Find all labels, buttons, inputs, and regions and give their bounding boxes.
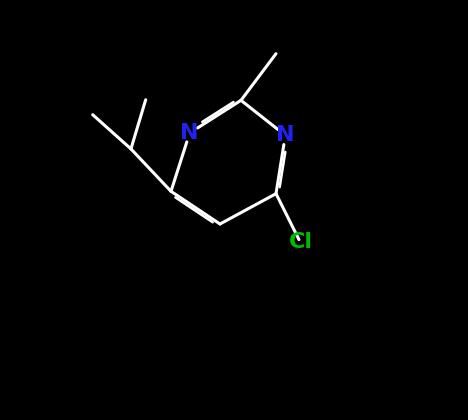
Text: N: N: [276, 125, 294, 145]
Text: Cl: Cl: [289, 232, 313, 252]
Text: N: N: [181, 123, 199, 143]
